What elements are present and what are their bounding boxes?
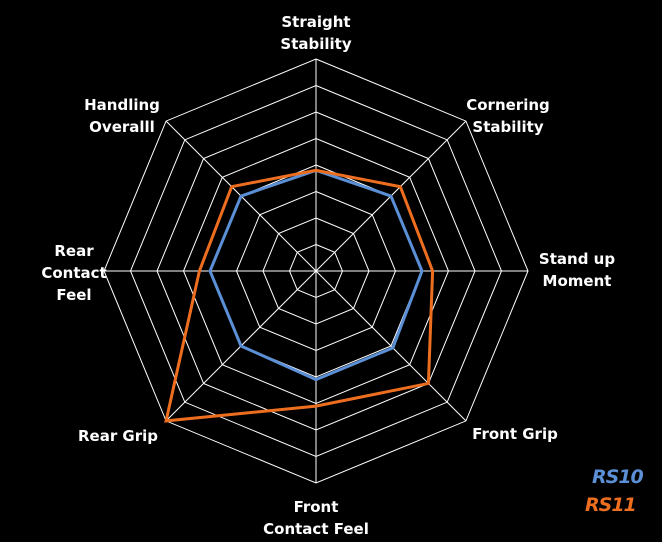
axis-label: Cornering Stability [466,96,550,136]
axis-label: Front Contact Feel [263,498,369,538]
axis-label: Front Grip [472,425,558,443]
legend-entry: RS10 [592,466,644,488]
axis-label: Stand up Moment [538,250,616,290]
legend-entry: RS11 [585,494,637,516]
axis-label: Rear Contact Feel [41,242,107,304]
axis-label: Handling Overalll [84,96,160,136]
series-line [208,168,424,382]
series-line [164,168,435,423]
axis-label: Straight Stability [280,13,352,53]
axis-label: Rear Grip [77,427,159,445]
axis-spoke [315,270,467,422]
